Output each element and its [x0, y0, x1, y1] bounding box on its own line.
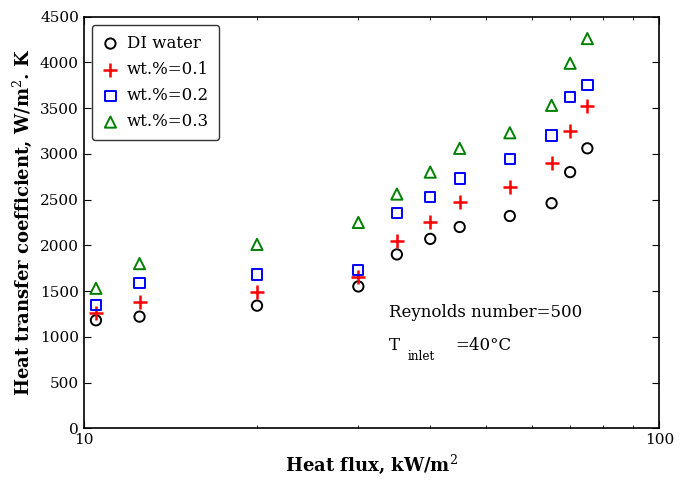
wt.%=0.2	[582, 81, 593, 89]
wt.%=0.3	[582, 35, 593, 42]
wt.%=0.3	[134, 260, 145, 267]
DI water	[454, 223, 465, 231]
wt.%=0.2	[425, 193, 436, 201]
DI water	[134, 313, 145, 320]
wt.%=0.2	[90, 301, 101, 309]
Text: =40°C: =40°C	[455, 337, 511, 354]
DI water	[582, 145, 593, 152]
wt.%=0.1	[546, 159, 557, 167]
DI water	[504, 212, 515, 220]
wt.%=0.1	[425, 219, 436, 226]
Legend: DI water, wt.%=0.1, wt.%=0.2, wt.%=0.3: DI water, wt.%=0.1, wt.%=0.2, wt.%=0.3	[92, 25, 219, 140]
wt.%=0.1	[454, 198, 465, 206]
DI water	[564, 168, 575, 176]
wt.%=0.2	[546, 131, 557, 139]
wt.%=0.2	[134, 279, 145, 287]
wt.%=0.2	[504, 155, 515, 163]
wt.%=0.1	[251, 288, 262, 296]
wt.%=0.1	[391, 237, 402, 244]
wt.%=0.1	[134, 298, 145, 306]
DI water	[546, 199, 557, 207]
wt.%=0.1	[353, 273, 364, 281]
X-axis label: Heat flux, kW/m$^2$: Heat flux, kW/m$^2$	[285, 452, 458, 476]
wt.%=0.2	[353, 266, 364, 274]
Text: Reynolds number=500: Reynolds number=500	[389, 304, 582, 321]
wt.%=0.3	[425, 168, 436, 176]
wt.%=0.3	[391, 190, 402, 198]
DI water	[90, 317, 101, 324]
wt.%=0.2	[391, 209, 402, 217]
wt.%=0.3	[353, 219, 364, 226]
DI water	[391, 250, 402, 258]
wt.%=0.3	[504, 129, 515, 137]
wt.%=0.2	[564, 93, 575, 101]
wt.%=0.3	[564, 59, 575, 67]
DI water	[425, 235, 436, 243]
wt.%=0.2	[454, 175, 465, 183]
DI water	[353, 282, 364, 290]
wt.%=0.1	[564, 127, 575, 135]
wt.%=0.2	[251, 271, 262, 279]
Text: T: T	[389, 337, 400, 354]
wt.%=0.3	[454, 145, 465, 152]
wt.%=0.1	[90, 309, 101, 317]
Y-axis label: Heat transfer coefficient, W/m$^2$. K: Heat transfer coefficient, W/m$^2$. K	[11, 49, 34, 396]
wt.%=0.3	[546, 101, 557, 109]
wt.%=0.3	[90, 284, 101, 292]
wt.%=0.1	[504, 183, 515, 190]
DI water	[251, 302, 262, 310]
wt.%=0.3	[251, 241, 262, 248]
Text: inlet: inlet	[408, 350, 435, 363]
wt.%=0.1	[582, 102, 593, 110]
